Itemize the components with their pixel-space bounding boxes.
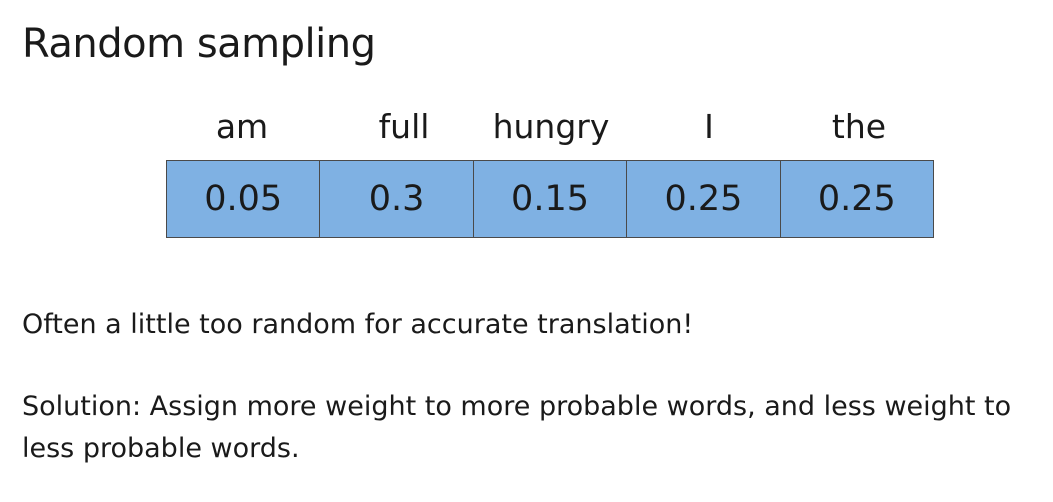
solution-text: Solution: Assign more weight to more pro… (22, 391, 1012, 464)
probability-cell-am: 0.05 (167, 161, 321, 237)
word-label-full: full (378, 107, 430, 146)
probability-cell-full: 0.3 (320, 161, 474, 237)
probability-table: 0.05 0.3 0.15 0.25 0.25 (166, 160, 934, 238)
slide-title: Random sampling (22, 21, 376, 67)
word-label-hungry: hungry (492, 107, 610, 146)
word-label-the: the (831, 107, 887, 146)
word-labels: am full hungry I the (166, 100, 934, 154)
note-text: Often a little too random for accurate t… (22, 309, 694, 340)
word-label-i: I (704, 107, 714, 146)
word-label-am: am (215, 107, 269, 146)
probability-cell-i: 0.25 (627, 161, 781, 237)
probability-cell-hungry: 0.15 (473, 161, 628, 237)
probability-cell-the: 0.25 (780, 161, 934, 237)
